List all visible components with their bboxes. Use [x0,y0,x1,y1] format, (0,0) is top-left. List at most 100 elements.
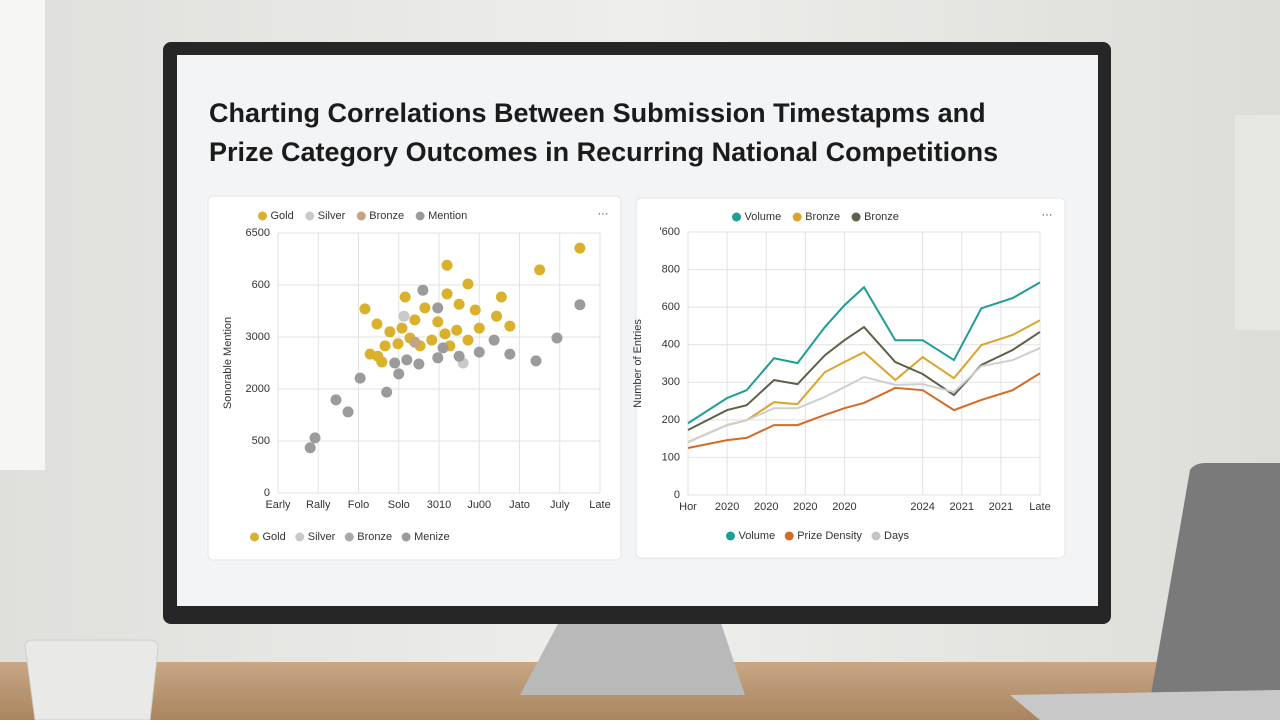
point [437,342,449,354]
y-tick-label: 400 [662,339,680,351]
x-tick-label: 2024 [910,501,934,513]
legend-label: Silver [308,531,336,543]
point [304,442,316,454]
point [441,259,453,271]
line [687,281,1041,425]
legend-label: Bronze [864,211,899,223]
legend-swatch [401,532,411,542]
point [384,326,396,338]
laptop-base [1010,690,1280,720]
point [379,340,391,352]
card [207,195,622,561]
legend-swatch [792,212,802,222]
y-tick-label: 600 [252,279,270,291]
point [462,278,474,290]
point [473,346,485,358]
x-tick-label: Late [589,499,610,511]
legend-swatch [295,532,305,542]
legend-swatch [344,532,354,542]
point [432,316,444,328]
mug [24,639,159,721]
point [432,302,444,314]
legend-swatch [871,531,881,541]
x-tick-label: 2020 [793,501,817,513]
card [635,197,1066,559]
legend-label: Volume [745,211,782,223]
point [551,332,563,344]
menu: ··· [598,208,609,220]
point [393,368,405,380]
x-tick-label: 2020 [715,501,739,513]
legend-swatch [356,211,366,221]
page-title: Charting Correlations Between Submission… [209,98,986,128]
legend-swatch [851,212,861,222]
y-tick-label: 300 [662,376,680,388]
legend-label: Bronze [369,210,404,222]
point [396,322,408,334]
y-tick-label: 2000 [246,383,270,395]
point [371,318,383,330]
point [453,350,465,362]
legend-label: Silver [318,210,346,222]
point [426,334,438,346]
point [453,298,465,310]
laptop-lid [1150,463,1280,700]
point [354,372,366,384]
x-tick-label: 2021 [950,501,974,513]
point [409,314,421,326]
legend-swatch [305,211,315,221]
point [389,357,401,369]
y-tick-label: 200 [662,414,680,426]
x-tick-label: Jato [509,499,530,511]
x-tick-label: July [550,499,570,511]
point [473,322,485,334]
y-tick-label: 0 [674,489,680,501]
point [462,334,474,346]
x-tick-label: 3010 [427,499,451,511]
point [330,394,342,406]
point [530,355,542,367]
point [439,328,451,340]
legend-label: Menize [414,531,449,543]
x-tick-label: Late [1029,501,1050,513]
point [401,354,413,366]
point [413,358,425,370]
y-tick-label: 0 [264,487,270,499]
legend-label: Gold [271,210,294,222]
point [432,352,444,364]
x-tick-label: Ju00 [467,499,491,511]
frame [1235,115,1280,330]
legend-swatch [726,531,735,541]
point [534,264,546,276]
point [417,284,429,296]
y-tick-label: 600 [662,301,680,313]
line [687,347,1041,443]
legend-label: Volume [739,530,776,542]
window [0,0,45,470]
x-tick-label: Solo [388,499,410,511]
x-tick-label: Folo [348,499,369,511]
line [687,372,1041,450]
legend-label: Days [884,530,910,542]
legend-swatch [250,532,259,542]
x-tick-label: 2020 [832,501,856,513]
menu: ··· [1042,209,1053,221]
y-tick-label: '600 [660,226,680,238]
monitor-stand [520,620,745,695]
point [441,288,453,300]
point [309,432,321,444]
point [409,336,421,348]
y-tick-label: 500 [252,435,270,447]
legend-swatch [415,211,425,221]
x-tick-label: Rally [306,499,331,511]
point [364,348,376,360]
point [574,242,586,254]
page-title: Prize Category Outcomes in Recurring Nat… [209,137,998,167]
point [504,320,516,332]
legend-swatch [784,531,794,541]
point [469,304,481,316]
point [504,348,516,360]
legend-swatch [258,211,267,221]
y-tick-label: 800 [662,263,680,275]
